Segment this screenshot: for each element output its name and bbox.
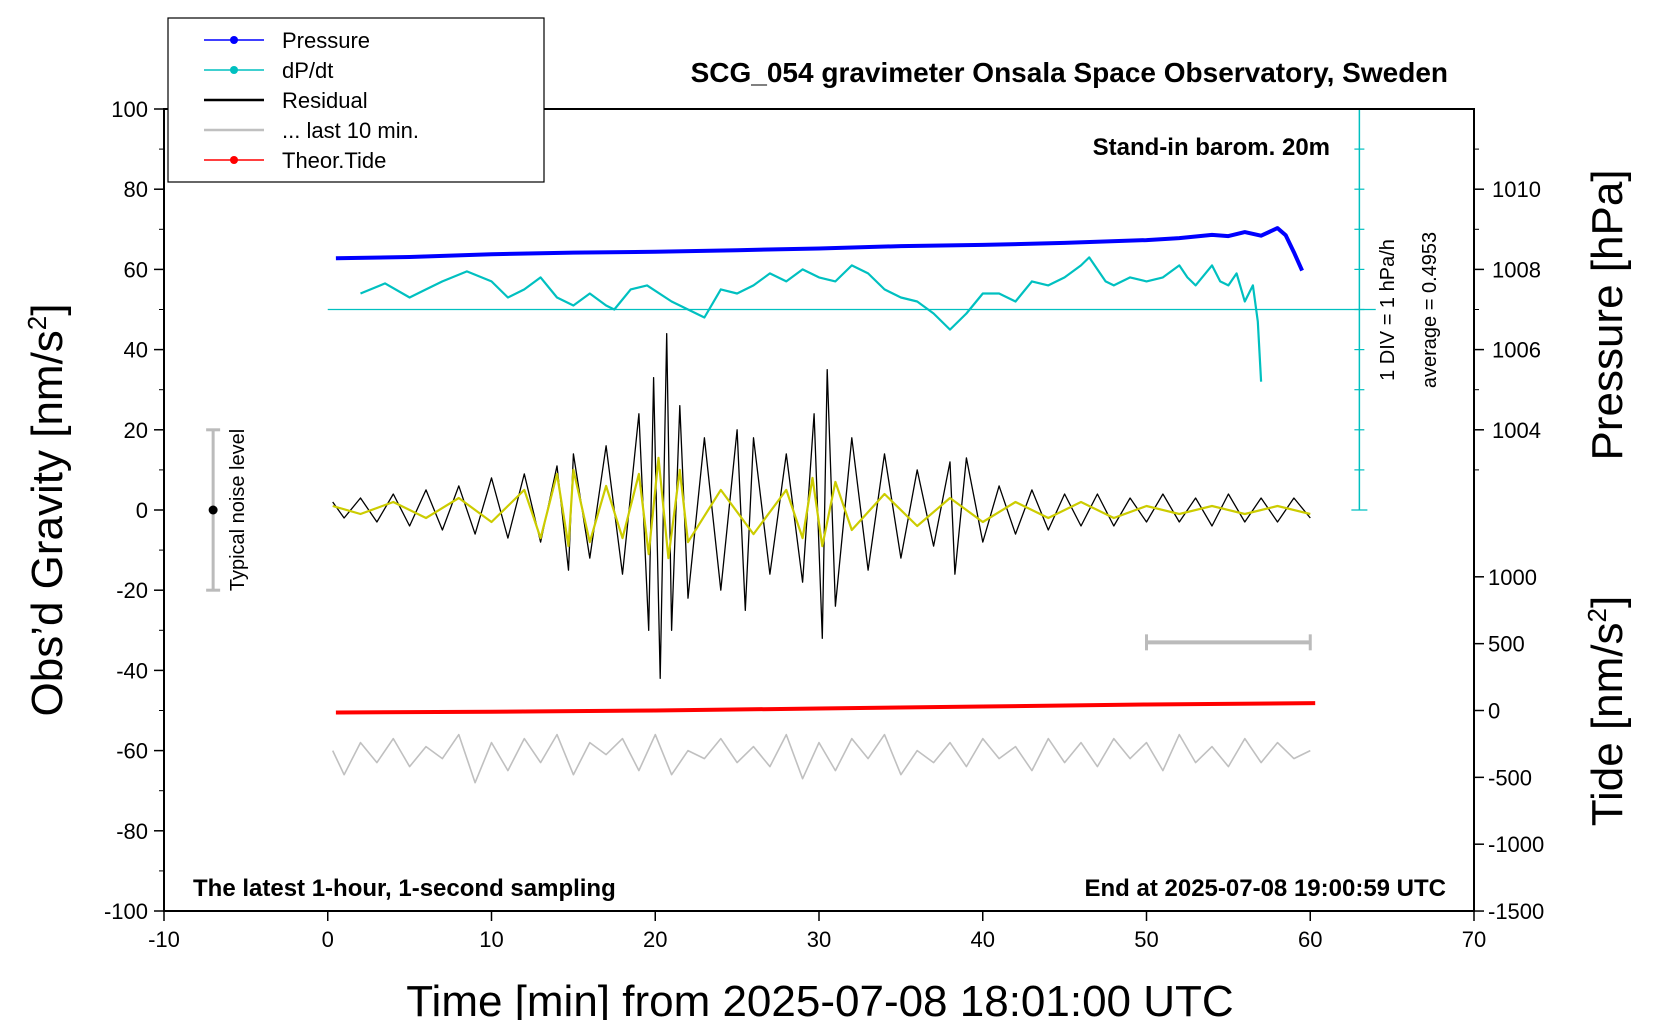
legend-label: Theor.Tide — [282, 148, 386, 173]
pressure-tick-label: 1010 — [1492, 177, 1541, 202]
legend-label: Pressure — [282, 28, 370, 53]
x-tick-label: 40 — [971, 927, 995, 952]
y-tick-label: -40 — [116, 658, 148, 683]
x-tick-label: 30 — [807, 927, 831, 952]
y-tick-label: -80 — [116, 819, 148, 844]
legend-label: Residual — [282, 88, 368, 113]
tide-tick-label: 500 — [1488, 632, 1525, 657]
div-annotation: 1 DIV = 1 hPa/h — [1377, 239, 1399, 381]
tide-axis-title-main: Tide [nm/s — [1583, 622, 1632, 826]
legend-marker — [230, 156, 238, 164]
plot-frame — [163, 108, 1475, 912]
x-tick-label: 0 — [322, 927, 334, 952]
tide-tick-label: 1000 — [1488, 565, 1537, 590]
series-last-10-min-line — [331, 733, 1311, 784]
y-axis-title: Obs’d Gravity [nm/s2] — [22, 303, 72, 716]
axis-layer: -10 0 10 20 30 40 50 60 70-100-80-60-40-20020406… — [104, 97, 1544, 952]
series-residual-filtered-line — [332, 456, 1311, 560]
y-tick-label: 20 — [124, 418, 148, 443]
noise-bar-dot — [208, 505, 218, 515]
x-axis-title: Time [min] from 2025-07-08 18:01:00 UTC — [406, 977, 1233, 1020]
series-theor-tide-line — [335, 701, 1316, 715]
tide-axis-title-close: ] — [1583, 596, 1632, 608]
x-tick-label: 60 — [1298, 927, 1322, 952]
legend-marker — [230, 36, 238, 44]
legend-marker — [230, 66, 238, 74]
y-tick-label: 100 — [111, 97, 148, 122]
series-dp-dt-line — [360, 256, 1263, 382]
tide-tick-label: 0 — [1488, 699, 1500, 724]
standin-annotation: Stand-in barom. 20m — [1093, 134, 1330, 161]
series-pressure-line — [335, 226, 1304, 272]
y-axis-title-main: Obs’d Gravity [nm/s — [23, 330, 72, 716]
tide-tick-label: -500 — [1488, 765, 1532, 790]
y-tick-label: 0 — [136, 498, 148, 523]
x-tick-label: 70 — [1462, 927, 1486, 952]
y-tick-label: -20 — [116, 578, 148, 603]
x-tick-label: 20 — [643, 927, 667, 952]
y-tick-label: 80 — [124, 177, 148, 202]
x-tick-label: 10 — [479, 927, 503, 952]
x-tick-label: 50 — [1134, 927, 1158, 952]
pressure-tick-label: 1006 — [1492, 338, 1541, 363]
pressure-tick-label: 1004 — [1492, 418, 1541, 443]
chart-title: SCG_054 gravimeter Onsala Space Observat… — [691, 57, 1448, 88]
pressure-tick-label: 1008 — [1492, 257, 1541, 282]
sampling-annotation: The latest 1-hour, 1-second sampling — [193, 875, 616, 902]
pressure-axis-title: Pressure [hPa] — [1583, 169, 1632, 460]
x-tick-label: -10 — [148, 927, 180, 952]
y-tick-label: -100 — [104, 899, 148, 924]
y-axis-title-sup: 2 — [22, 316, 52, 330]
y-axis-title-close: ] — [23, 303, 72, 315]
series-residual-line — [332, 332, 1311, 680]
tide-axis-title: Tide [nm/s2] — [1582, 596, 1632, 826]
legend: Pressure dP/dt Residual ... last 10 min. The… — [167, 17, 545, 183]
legend-label: dP/dt — [282, 58, 333, 83]
series-layer — [206, 108, 1376, 784]
tide-axis-title-sup: 2 — [1582, 608, 1612, 622]
noise-label: Typical noise level — [227, 429, 249, 591]
y-tick-label: 60 — [124, 257, 148, 282]
y-tick-label: -60 — [116, 739, 148, 764]
average-annotation: average = 0.4953 — [1419, 232, 1441, 388]
tide-tick-label: -1000 — [1488, 832, 1544, 857]
legend-label: ... last 10 min. — [282, 118, 419, 143]
tide-tick-label: -1500 — [1488, 899, 1544, 924]
y-tick-label: 40 — [124, 338, 148, 363]
end-time-annotation: End at 2025-07-08 19:00:59 UTC — [1085, 875, 1447, 902]
